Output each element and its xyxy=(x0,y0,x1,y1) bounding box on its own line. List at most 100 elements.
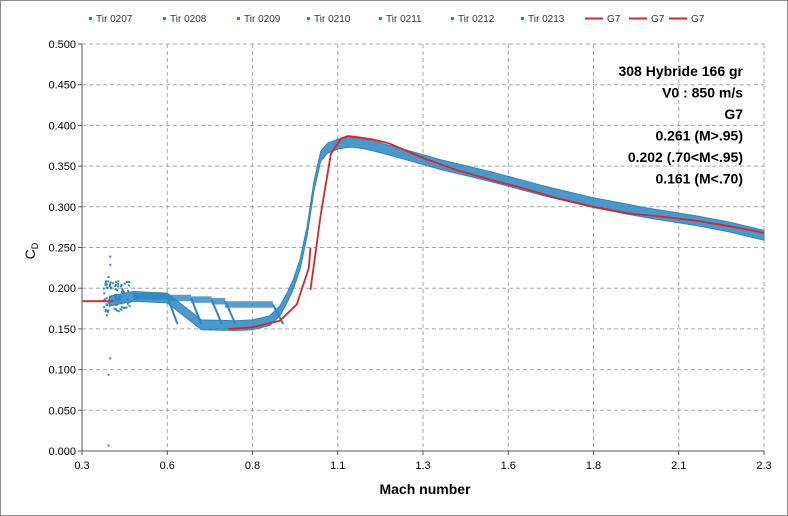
measured-plateau xyxy=(191,296,212,303)
measured-point xyxy=(125,281,128,284)
measured-point xyxy=(107,309,110,312)
measured-point xyxy=(109,303,112,306)
measured-point xyxy=(117,300,120,303)
x-tick-label: 1.3 xyxy=(415,460,430,472)
legend-label: Tir 0207 xyxy=(96,14,133,25)
measured-point xyxy=(120,284,123,287)
measured-point xyxy=(109,287,112,290)
annotation-line: G7 xyxy=(724,106,743,122)
measured-point xyxy=(127,290,130,293)
axes xyxy=(78,43,765,455)
measured-point xyxy=(110,295,113,298)
measured-point xyxy=(108,285,111,288)
measured-point xyxy=(114,281,117,284)
measured-point xyxy=(109,281,112,284)
measured-point xyxy=(108,283,111,286)
y-tick-label: 0.500 xyxy=(48,39,76,51)
measured-point xyxy=(126,302,129,305)
annotation-box: 308 Hybride 166 gr V0 : 850 m/s G7 0.261 (M… xyxy=(618,63,743,187)
measured-point xyxy=(111,282,114,285)
measured-point xyxy=(117,310,120,313)
measured-point xyxy=(117,280,120,283)
measured-band-area xyxy=(108,137,765,332)
measured-point xyxy=(122,306,125,309)
legend-label: G7 xyxy=(607,14,621,25)
annotation-line: V0 : 850 m/s xyxy=(662,85,743,101)
legend-label: G7 xyxy=(691,14,705,25)
legend-marker xyxy=(237,17,240,20)
measured-plateau xyxy=(133,293,168,300)
measured-point xyxy=(117,282,120,285)
measured-point xyxy=(126,298,129,301)
x-tick-label: 0.6 xyxy=(160,460,175,472)
measured-point xyxy=(119,285,122,288)
measured-point xyxy=(104,280,107,283)
legend-label: Tir 0211 xyxy=(386,14,422,25)
y-tick-label: 0.350 xyxy=(48,161,76,173)
measured-point xyxy=(114,284,117,287)
measured-point xyxy=(104,308,107,311)
legend-label: Tir 0212 xyxy=(458,14,495,25)
svg-text:CD: CD xyxy=(22,242,40,259)
measured-point xyxy=(106,304,109,307)
measured-outlier xyxy=(105,314,108,317)
grid-lines xyxy=(82,43,765,451)
measured-point xyxy=(108,301,111,304)
legend-label: Tir 0208 xyxy=(170,14,207,25)
measured-point xyxy=(128,280,131,283)
x-tick-label: 2.3 xyxy=(756,460,771,472)
measured-point xyxy=(103,298,106,301)
g7-curves xyxy=(82,135,765,330)
measured-point xyxy=(121,288,124,291)
measured-outlier xyxy=(109,263,112,266)
measured-point xyxy=(115,303,118,306)
measured-point xyxy=(113,293,116,296)
x-tick-label: 0.3 xyxy=(74,460,89,472)
measured-point xyxy=(127,284,130,287)
measured-plateau xyxy=(211,297,226,305)
measured-point xyxy=(116,297,119,300)
measured-point xyxy=(114,295,117,298)
measured-point xyxy=(118,298,121,301)
measured-point xyxy=(113,307,116,310)
annotation-line: 0.261 (M>.95) xyxy=(655,128,743,144)
measured-point xyxy=(114,308,117,311)
measured-point xyxy=(103,306,106,309)
x-tick-label: 1.8 xyxy=(586,460,601,472)
annotation-line: 0.202 (.70<M<.95) xyxy=(628,149,743,165)
legend-label: Tir 0213 xyxy=(528,14,565,25)
measured-point xyxy=(108,298,111,301)
legend-marker xyxy=(307,17,310,20)
measured-point xyxy=(119,308,122,311)
measured-point xyxy=(104,282,107,285)
legend-label: G7 xyxy=(651,14,665,25)
annotation-line: 308 Hybride 166 gr xyxy=(618,63,743,79)
measured-point xyxy=(104,283,107,286)
measured-point xyxy=(116,289,119,292)
y-tick-label: 0.300 xyxy=(48,202,76,214)
measured-point xyxy=(103,292,106,295)
measured-point xyxy=(122,291,125,294)
measured-point xyxy=(114,285,117,288)
annotation-line: 0.161 (M<.70) xyxy=(655,171,743,187)
measured-point xyxy=(114,299,117,302)
x-tick-labels: 0.3 0.6 0.8 1.1 1.3 1.6 1.8 2.1 2.3 xyxy=(74,460,771,472)
measured-plateau xyxy=(225,301,273,308)
measured-plateau xyxy=(167,294,192,302)
g7-curve-2 xyxy=(228,247,312,330)
x-tick-label: 1.6 xyxy=(501,460,516,472)
measured-data-band xyxy=(102,137,765,447)
x-axis-title: Mach number xyxy=(379,481,471,497)
measured-point xyxy=(115,298,118,301)
measured-point xyxy=(124,306,127,309)
measured-drop xyxy=(272,304,285,325)
y-tick-label: 0.100 xyxy=(48,365,76,377)
measured-outlier xyxy=(107,373,110,376)
y-tick-label: 0.250 xyxy=(48,243,76,255)
y-tick-label: 0.450 xyxy=(48,80,76,92)
measured-point xyxy=(102,287,105,290)
measured-point xyxy=(105,283,108,286)
y-axis-title-sub: D xyxy=(30,242,40,249)
measured-point xyxy=(120,306,123,309)
